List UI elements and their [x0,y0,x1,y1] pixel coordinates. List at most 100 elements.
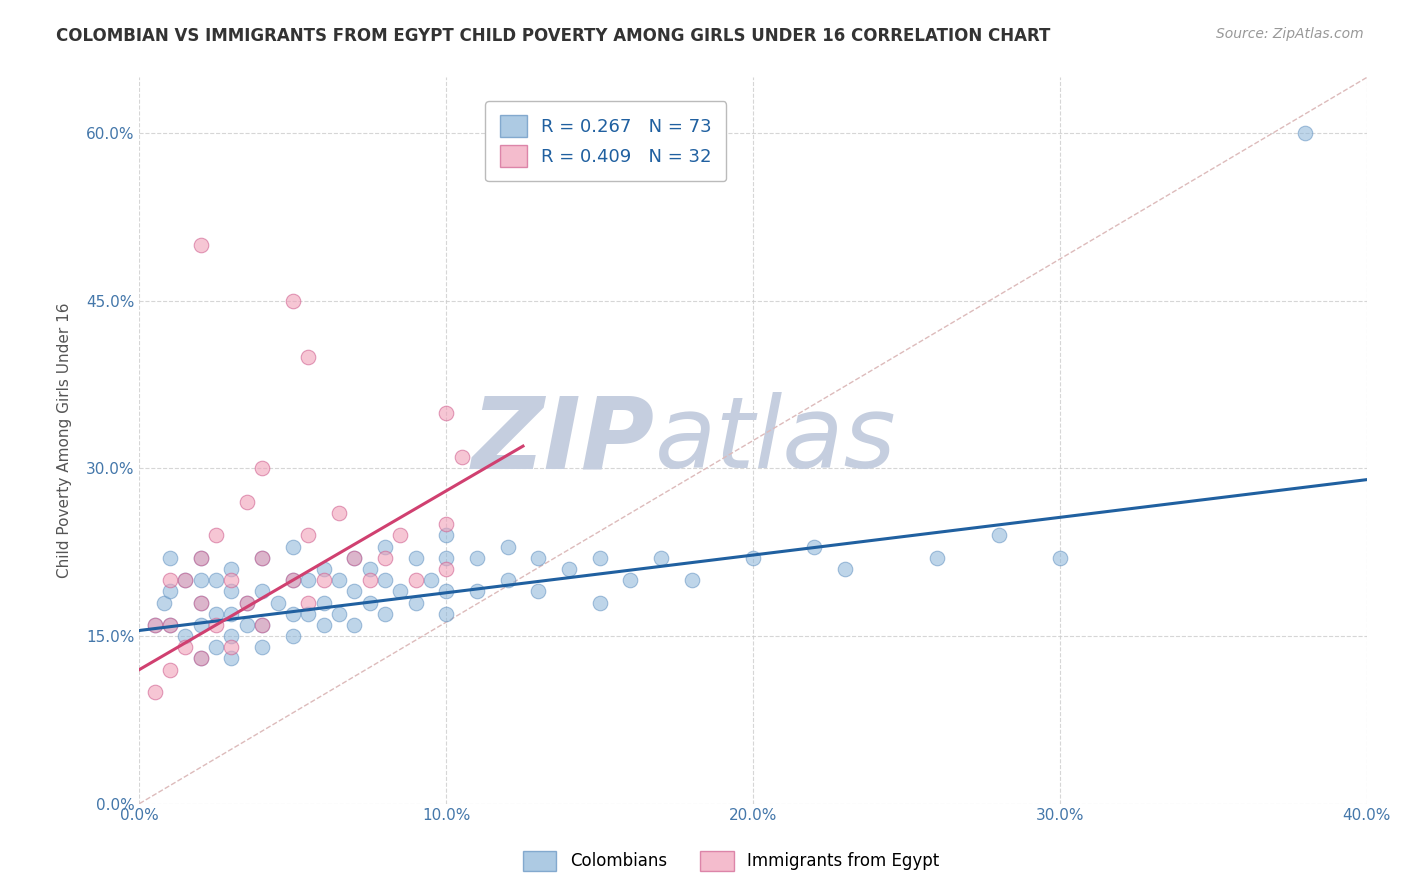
Point [190,595,212,609]
Point [236,595,259,609]
Point [558,562,581,576]
Point [190,550,212,565]
Point [190,238,212,252]
Point [221,562,243,576]
Point [174,640,197,655]
Point [205,607,228,621]
Point [205,618,228,632]
Text: ZIP: ZIP [472,392,655,489]
Point [434,517,457,532]
Point [190,618,212,632]
Point [374,540,396,554]
Legend: R = 0.267   N = 73, R = 0.409   N = 32: R = 0.267 N = 73, R = 0.409 N = 32 [485,101,727,181]
Point [250,461,273,475]
Point [190,651,212,665]
Point [281,293,304,308]
Point [1049,550,1071,565]
Point [434,550,457,565]
Point [221,573,243,587]
Point [297,350,319,364]
Point [589,595,612,609]
Point [405,573,427,587]
Point [374,573,396,587]
Point [450,450,472,465]
Point [221,607,243,621]
Point [250,550,273,565]
Text: atlas: atlas [655,392,897,489]
Point [374,607,396,621]
Point [434,584,457,599]
Point [343,584,366,599]
Legend: Colombians, Immigrants from Egypt: Colombians, Immigrants from Egypt [515,842,948,880]
Point [250,584,273,599]
Point [159,550,181,565]
Point [389,528,412,542]
Point [190,595,212,609]
Point [496,573,519,587]
Point [527,584,550,599]
Point [359,562,381,576]
Point [250,618,273,632]
Point [405,550,427,565]
Point [359,573,381,587]
Point [174,573,197,587]
Point [987,528,1010,542]
Point [153,595,176,609]
Point [143,618,166,632]
Point [143,685,166,699]
Text: Source: ZipAtlas.com: Source: ZipAtlas.com [1216,27,1364,41]
Point [221,651,243,665]
Point [328,506,350,520]
Point [434,607,457,621]
Point [297,607,319,621]
Point [465,550,488,565]
Point [465,584,488,599]
Text: COLOMBIAN VS IMMIGRANTS FROM EGYPT CHILD POVERTY AMONG GIRLS UNDER 16 CORRELATIO: COLOMBIAN VS IMMIGRANTS FROM EGYPT CHILD… [56,27,1050,45]
Point [190,651,212,665]
Point [190,573,212,587]
Point [343,618,366,632]
Point [343,550,366,565]
Point [297,573,319,587]
Point [312,618,335,632]
Point [312,562,335,576]
Point [143,618,166,632]
Point [205,640,228,655]
Point [250,550,273,565]
Point [250,618,273,632]
Point [1294,126,1316,140]
Point [190,550,212,565]
Point [174,573,197,587]
Point [281,573,304,587]
Point [681,573,703,587]
Y-axis label: Child Poverty Among Girls Under 16: Child Poverty Among Girls Under 16 [58,302,72,578]
Point [159,618,181,632]
Point [434,528,457,542]
Point [266,595,288,609]
Point [236,618,259,632]
Point [297,595,319,609]
Point [328,573,350,587]
Point [434,406,457,420]
Point [496,540,519,554]
Point [927,550,949,565]
Point [281,629,304,643]
Point [834,562,856,576]
Point [343,550,366,565]
Point [434,562,457,576]
Point [159,618,181,632]
Point [159,584,181,599]
Point [297,528,319,542]
Point [527,550,550,565]
Point [419,573,441,587]
Point [205,573,228,587]
Point [236,495,259,509]
Point [589,550,612,565]
Point [281,573,304,587]
Point [328,607,350,621]
Point [250,640,273,655]
Point [174,629,197,643]
Point [159,573,181,587]
Point [359,595,381,609]
Point [742,550,765,565]
